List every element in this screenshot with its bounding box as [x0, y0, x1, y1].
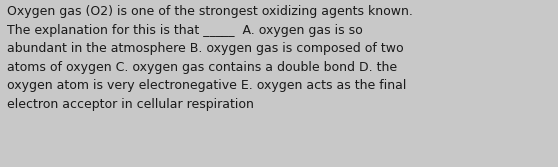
Text: Oxygen gas (O2) is one of the strongest oxidizing agents known.
The explanation : Oxygen gas (O2) is one of the strongest …	[7, 5, 413, 111]
